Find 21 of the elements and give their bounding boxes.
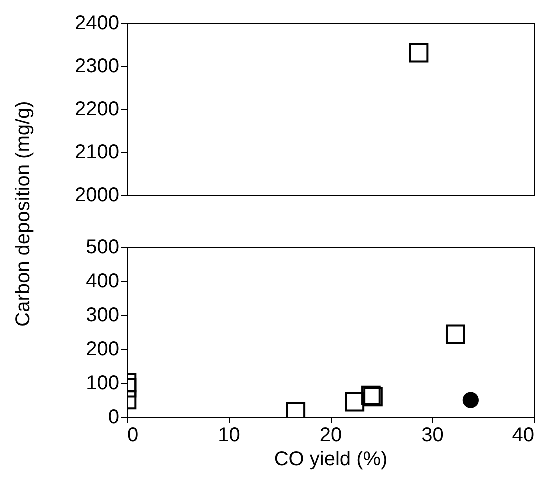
point [345, 392, 365, 412]
y-tick-label: 2200 [75, 98, 120, 120]
y-tick-label: 200 [86, 338, 120, 360]
x-tick-label: 40 [512, 424, 534, 446]
y-tick-label: 100 [86, 372, 120, 394]
y-tick-label: 2100 [75, 142, 120, 164]
point [462, 392, 479, 408]
y-tick-label: 2400 [75, 12, 120, 34]
y-tick-label: 2000 [75, 184, 120, 206]
y-axis-title: Carbon deposition (mg/g) [12, 101, 36, 327]
x-tick-label: 30 [422, 424, 444, 446]
x-tick-label: 10 [218, 424, 240, 446]
x-tick-label: 0 [128, 424, 139, 446]
y-tick-label: 2300 [75, 56, 120, 78]
y-tick-label: 400 [86, 270, 120, 292]
x-axis-title: CO yield (%) [274, 448, 388, 470]
y-tick-label: 0 [108, 406, 120, 428]
y-tick-label: 300 [86, 304, 120, 326]
y-tick-label: 500 [86, 236, 120, 258]
x-tick-label: 20 [320, 424, 342, 446]
point [446, 324, 466, 344]
